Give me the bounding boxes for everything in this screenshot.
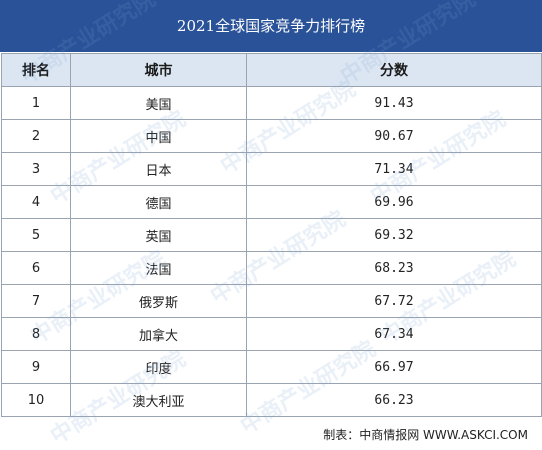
city-cell: 日本 — [70, 152, 247, 186]
city-cell: 澳大利亚 — [70, 383, 247, 417]
rank-cell: 10 — [1, 383, 71, 417]
rank-cell: 2 — [1, 119, 71, 153]
rank-cell: 7 — [1, 284, 71, 318]
rank-cell: 3 — [1, 152, 71, 186]
rank-cell: 4 — [1, 185, 71, 219]
table-row: 7 俄罗斯 67.72 — [1, 284, 542, 318]
table-row: 9 印度 66.97 — [1, 350, 542, 384]
header-city: 城市 — [70, 53, 247, 87]
table-header-row: 排名 城市 分数 — [1, 53, 542, 87]
city-cell: 印度 — [70, 350, 247, 384]
ranking-table: 排名 城市 分数 1 美国 91.43 2 中国 90.67 3 日本 71.3… — [1, 53, 542, 417]
header-rank: 排名 — [1, 53, 71, 87]
table-row: 1 美国 91.43 — [1, 86, 542, 120]
table-row: 3 日本 71.34 — [1, 152, 542, 186]
city-cell: 加拿大 — [70, 317, 247, 351]
rank-cell: 8 — [1, 317, 71, 351]
score-cell: 91.43 — [246, 86, 542, 120]
score-cell: 67.34 — [246, 317, 542, 351]
table-row: 4 德国 69.96 — [1, 185, 542, 219]
score-cell: 67.72 — [246, 284, 542, 318]
table-row: 2 中国 90.67 — [1, 119, 542, 153]
score-cell: 68.23 — [246, 251, 542, 285]
city-cell: 中国 — [70, 119, 247, 153]
city-cell: 俄罗斯 — [70, 284, 247, 318]
score-cell: 90.67 — [246, 119, 542, 153]
city-cell: 美国 — [70, 86, 247, 120]
rank-cell: 6 — [1, 251, 71, 285]
table-row: 6 法国 68.23 — [1, 251, 542, 285]
rank-cell: 1 — [1, 86, 71, 120]
city-cell: 英国 — [70, 218, 247, 252]
table-row: 10 澳大利亚 66.23 — [1, 383, 542, 417]
table-row: 8 加拿大 67.34 — [1, 317, 542, 351]
score-cell: 66.97 — [246, 350, 542, 384]
city-cell: 德国 — [70, 185, 247, 219]
score-cell: 66.23 — [246, 383, 542, 417]
score-cell: 71.34 — [246, 152, 542, 186]
score-cell: 69.96 — [246, 185, 542, 219]
table-row: 5 英国 69.32 — [1, 218, 542, 252]
source-note: 制表：中商情报网 WWW.ASKCI.COM — [323, 428, 528, 442]
city-cell: 法国 — [70, 251, 247, 285]
table-title: 2021全球国家竞争力排行榜 — [0, 0, 542, 52]
rank-cell: 5 — [1, 218, 71, 252]
rank-cell: 9 — [1, 350, 71, 384]
header-score: 分数 — [246, 53, 542, 87]
score-cell: 69.32 — [246, 218, 542, 252]
